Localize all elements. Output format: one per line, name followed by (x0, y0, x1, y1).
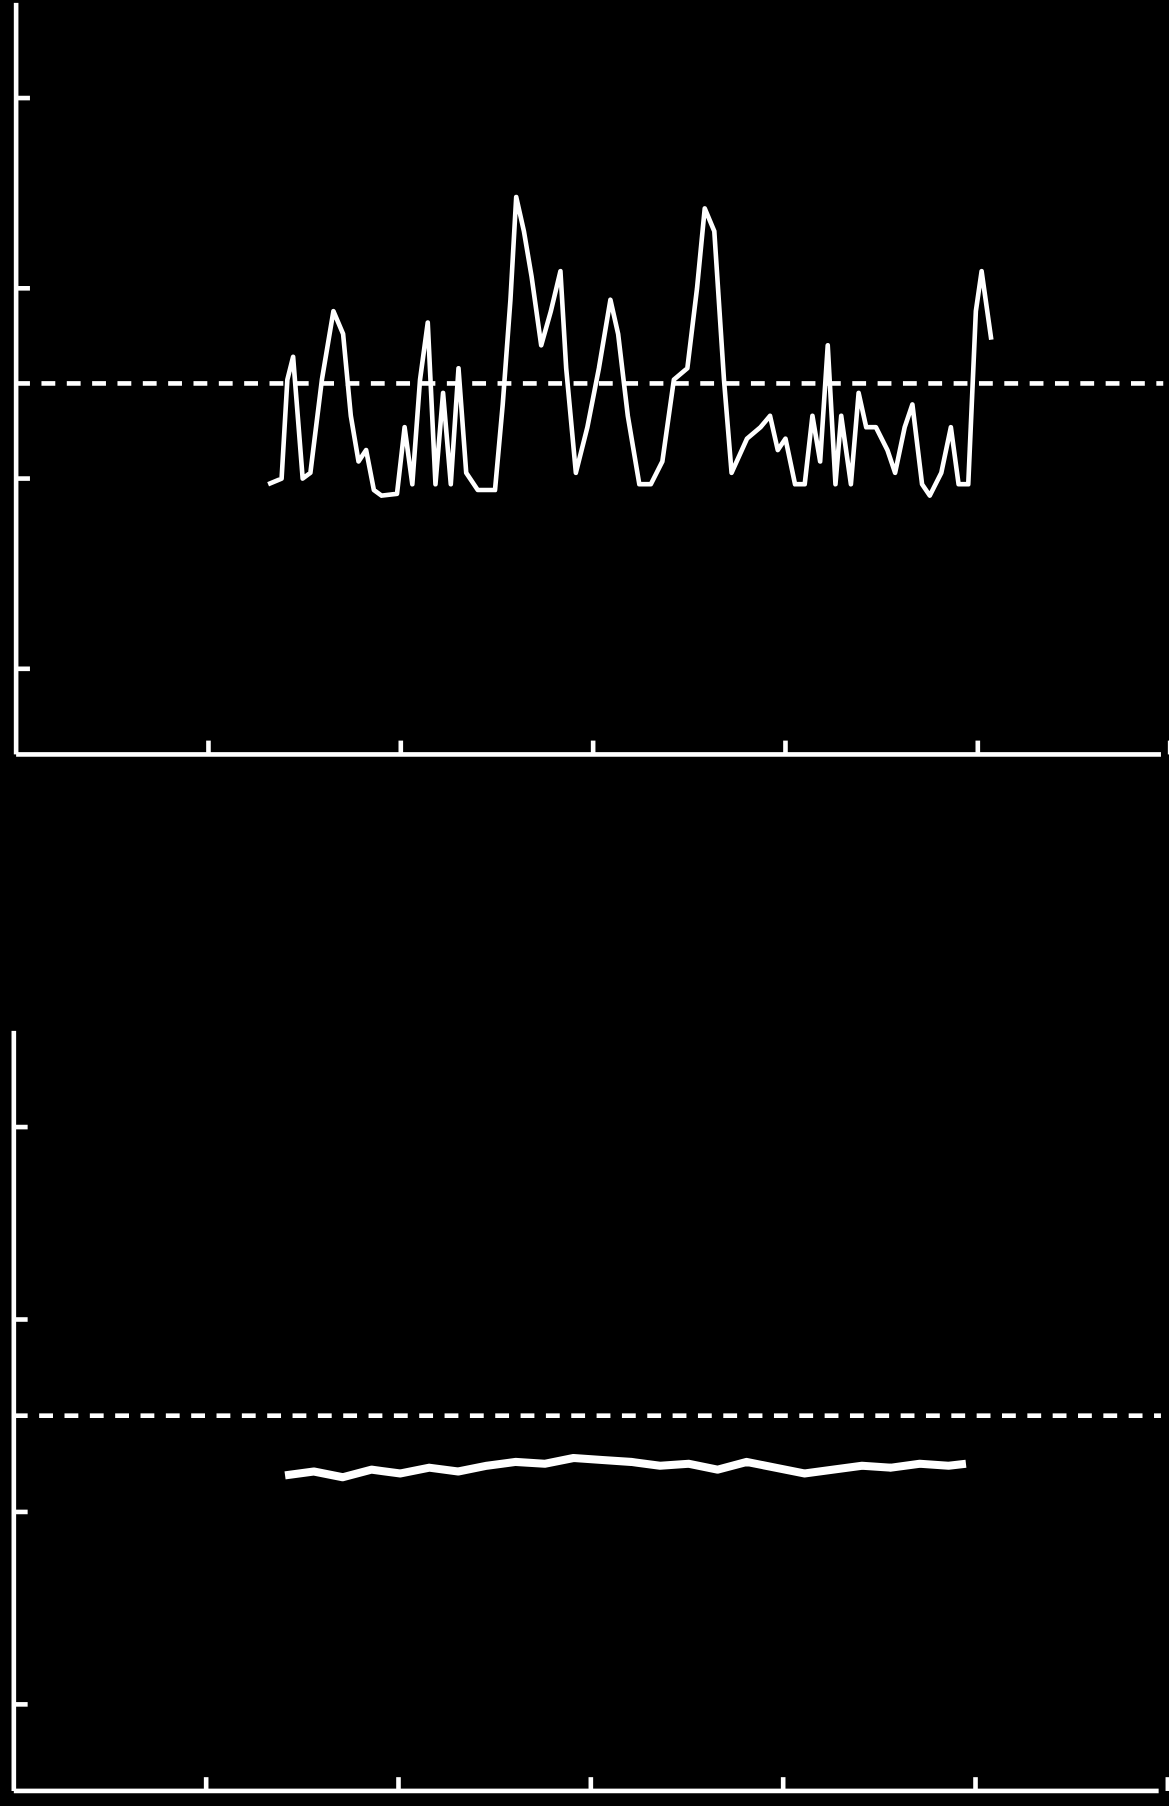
data-line (267, 194, 994, 498)
plot-background (13, 1030, 1168, 1791)
data-line (284, 1453, 967, 1482)
plot-background (16, 2, 1169, 755)
